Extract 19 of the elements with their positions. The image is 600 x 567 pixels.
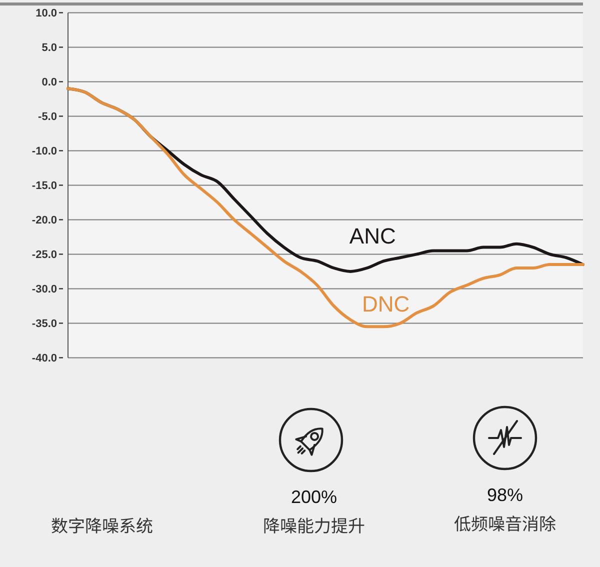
text: 低频噪音消除 xyxy=(454,515,556,534)
series-label: DNC xyxy=(362,292,410,317)
line-series xyxy=(66,87,584,328)
y-tick-label: -15.0 xyxy=(32,180,57,192)
series-label: ANC xyxy=(349,223,396,248)
text: 数字降噪系统 xyxy=(51,517,153,536)
y-tick-label: 0.0 xyxy=(42,76,57,89)
y-tick-label: -35.0 xyxy=(32,318,57,330)
text: 200% xyxy=(290,487,338,507)
y-tick-label: -20.0 xyxy=(32,214,57,227)
text: 98% xyxy=(486,485,524,505)
y-tick-label: 10.0 xyxy=(36,8,57,20)
y-tick-label: -10.0 xyxy=(32,146,57,158)
text: 降噪能力提升 xyxy=(263,517,365,536)
y-tick-label: 5.0 xyxy=(42,42,57,54)
y-tick-label: -40.0 xyxy=(32,352,57,365)
y-tick-label: -25.0 xyxy=(32,249,57,262)
y-tick-label: -30.0 xyxy=(32,284,57,296)
y-tick-label: -5.0 xyxy=(38,111,57,124)
